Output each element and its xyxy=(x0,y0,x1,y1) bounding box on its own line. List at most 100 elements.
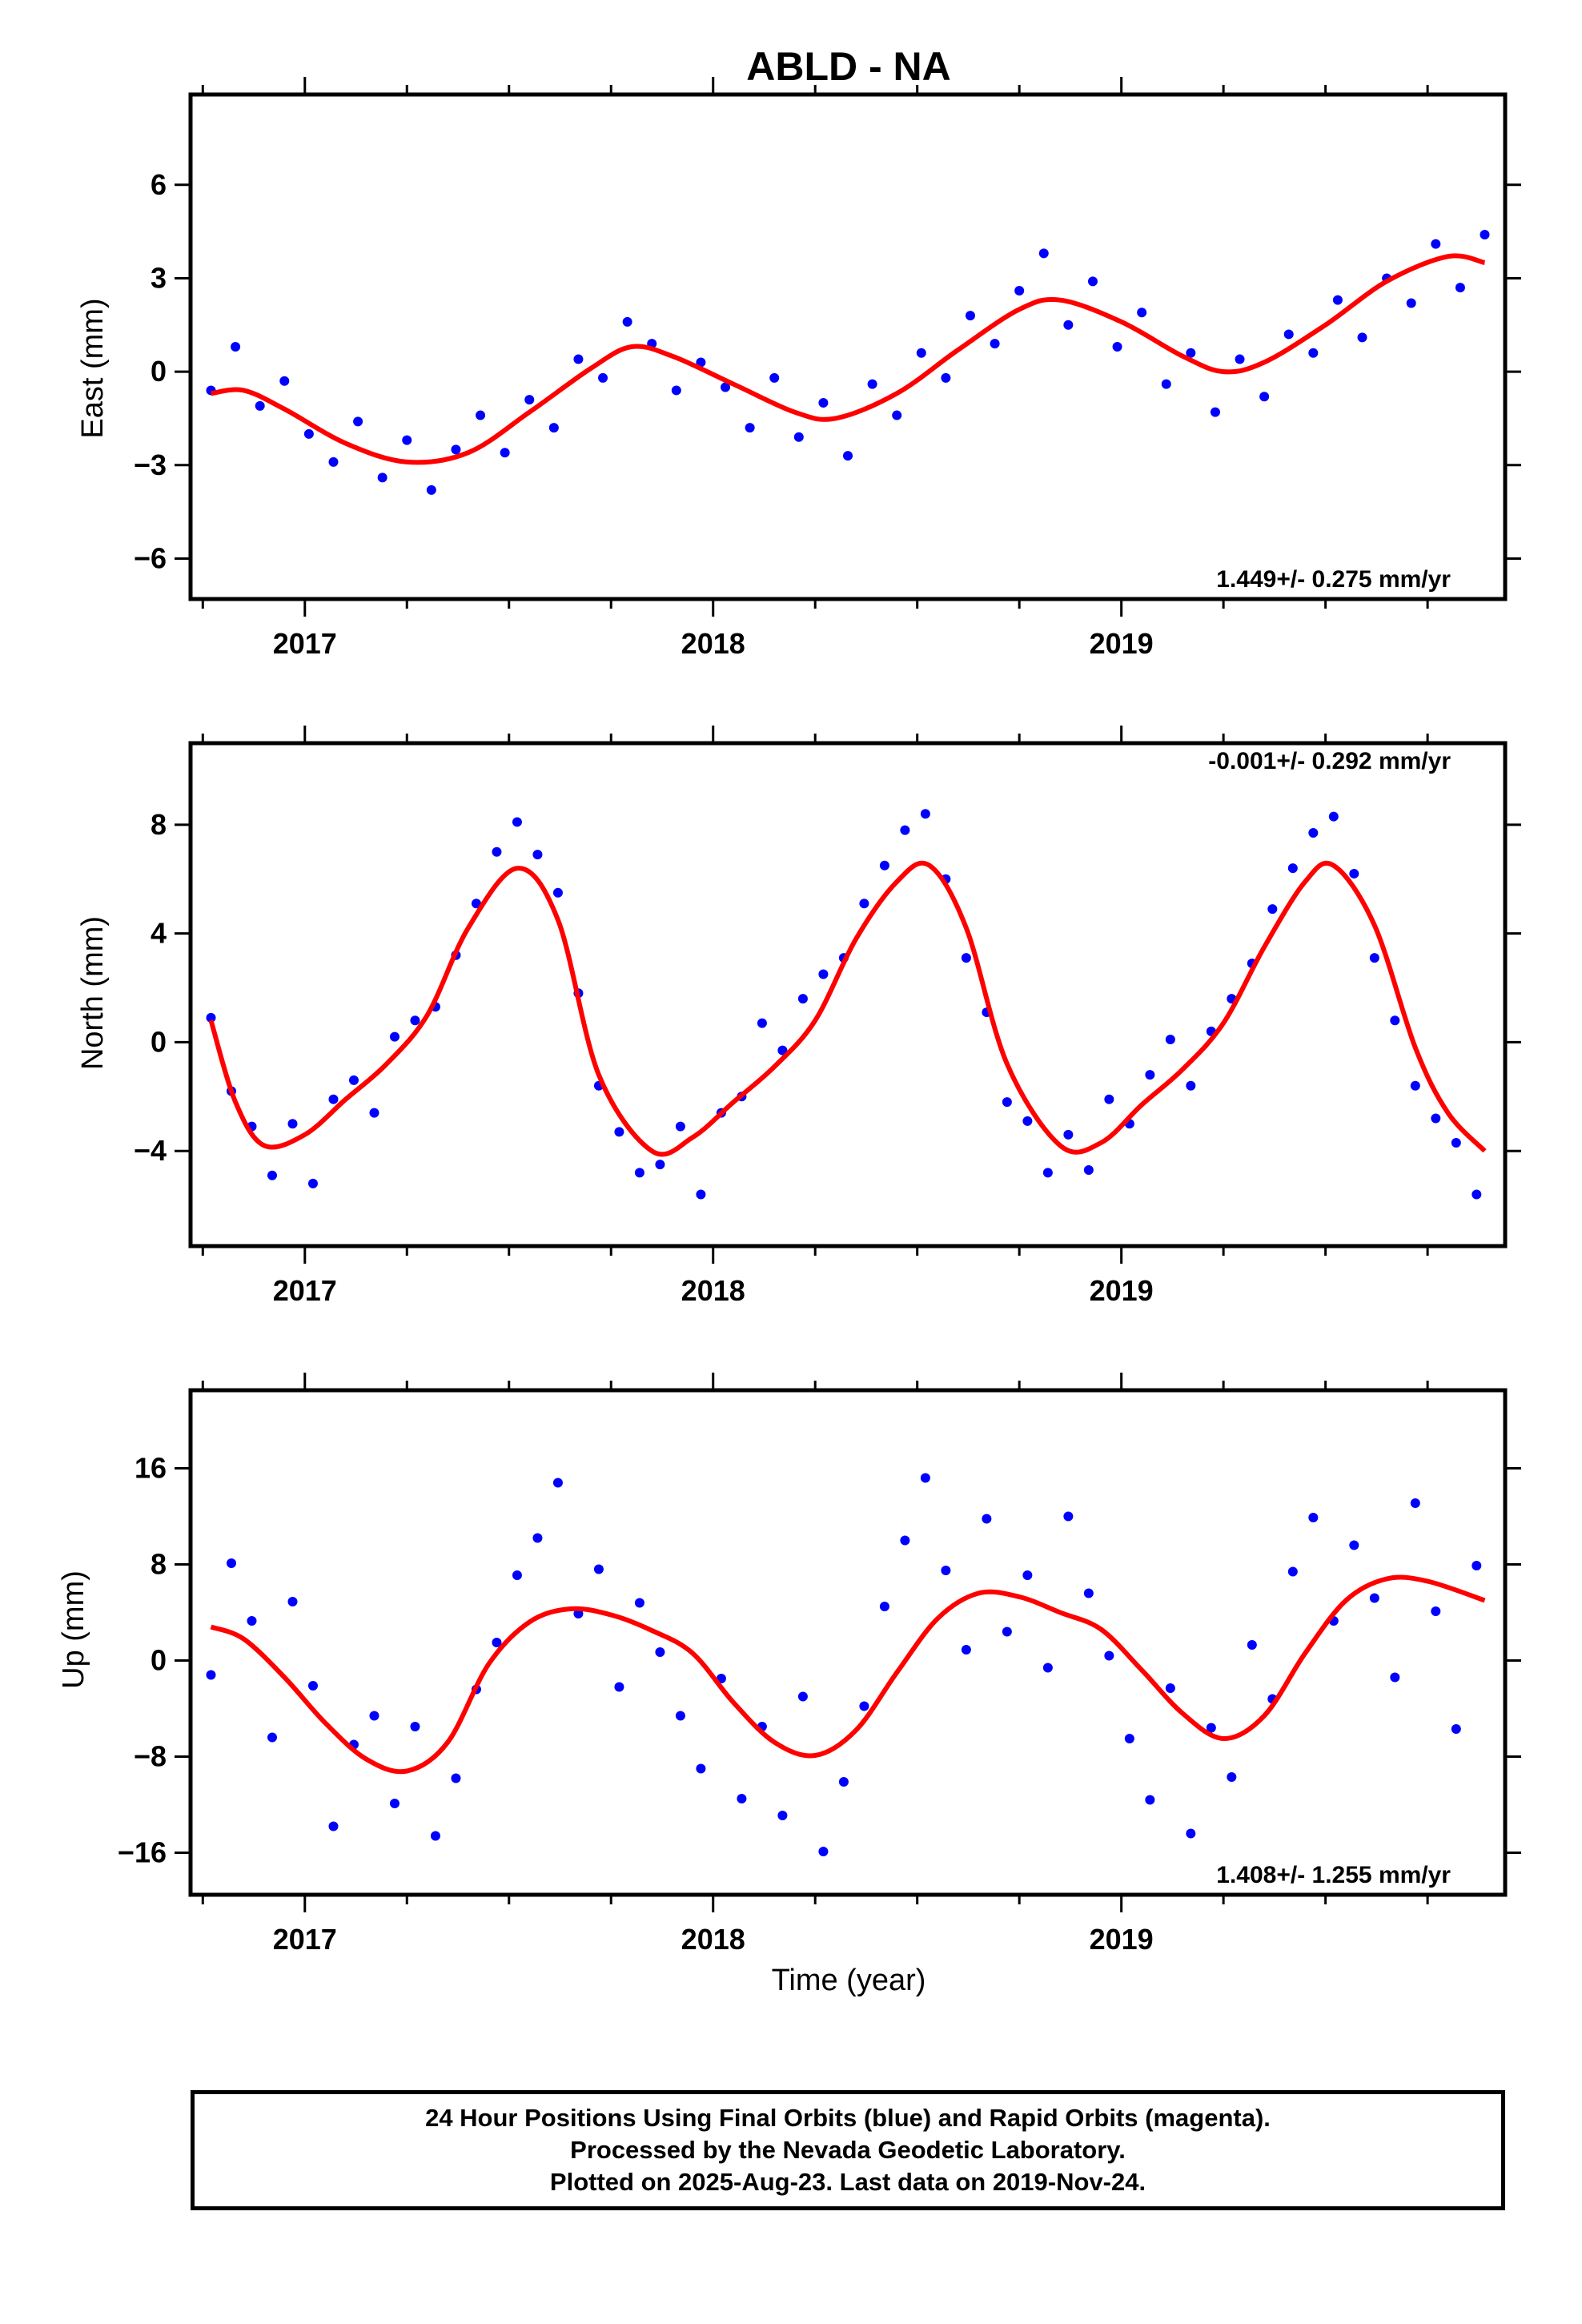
undefined-data-point xyxy=(410,1015,420,1026)
undefined-data-point xyxy=(634,1168,644,1178)
undefined-data-point xyxy=(920,809,930,819)
undefined-data-point xyxy=(982,1514,992,1524)
undefined-data-point xyxy=(1287,1566,1298,1577)
undefined-data-point xyxy=(1014,286,1025,296)
north-panel: North (mm) 2017 2018 2019 −4 0 4 8 -0.001+/- 0.… xyxy=(76,726,1521,1307)
undefined-data-point xyxy=(1042,1663,1053,1673)
undefined-data-point xyxy=(1063,1511,1074,1522)
undefined-data-point xyxy=(655,1160,665,1170)
north-rate-label: -0.001+/- 0.292 mm/yr xyxy=(1208,748,1451,774)
undefined-y-tick-label: −6 xyxy=(134,541,167,574)
undefined-data-point xyxy=(1431,1113,1441,1124)
up-rate-label: 1.408+/- 1.255 mm/yr xyxy=(1216,1862,1451,1888)
undefined-data-point xyxy=(471,899,481,909)
undefined-data-point xyxy=(769,372,780,383)
undefined-data-point xyxy=(859,1701,869,1711)
undefined-x-tick-label: 2019 xyxy=(1090,627,1154,660)
undefined-data-point xyxy=(1451,1138,1461,1148)
undefined-data-point xyxy=(1455,283,1465,293)
undefined-y-tick-label: 16 xyxy=(135,1452,167,1485)
undefined-data-point xyxy=(879,860,889,870)
undefined-data-point xyxy=(1104,1094,1114,1104)
undefined-y-tick-label: 8 xyxy=(151,808,167,841)
undefined-data-point xyxy=(552,1478,563,1488)
undefined-data-point xyxy=(1259,392,1270,402)
undefined-data-point xyxy=(990,339,1000,349)
undefined-data-point xyxy=(492,846,502,857)
undefined-data-point xyxy=(500,448,510,458)
undefined-data-point xyxy=(451,1773,461,1783)
undefined-data-point xyxy=(1165,1683,1175,1693)
undefined-data-point xyxy=(1410,1498,1420,1508)
undefined-data-point xyxy=(1002,1097,1012,1108)
undefined-data-point xyxy=(267,1170,277,1180)
undefined-data-point xyxy=(721,382,731,392)
undefined-fit-curve xyxy=(211,253,1486,465)
undefined-data-point xyxy=(1390,1672,1400,1683)
north-y-axis-label: North (mm) xyxy=(76,916,110,1070)
undefined-data-point xyxy=(696,1763,706,1774)
undefined-data-point xyxy=(206,1670,216,1680)
east-y-axis-label: East (mm) xyxy=(76,298,110,438)
undefined-data-point xyxy=(614,1682,624,1692)
undefined-y-tick-label: −16 xyxy=(118,1836,167,1869)
undefined-data-point xyxy=(279,376,290,386)
undefined-data-point xyxy=(696,1189,706,1200)
undefined-data-point xyxy=(1137,308,1147,318)
undefined-data-point xyxy=(1369,1593,1379,1603)
undefined-data-point xyxy=(900,825,910,835)
undefined-data-point xyxy=(1186,1080,1196,1091)
undefined-data-point xyxy=(348,1075,359,1085)
undefined-data-point xyxy=(1390,1015,1400,1026)
undefined-data-point xyxy=(737,1794,747,1803)
undefined-data-point xyxy=(1083,1588,1094,1598)
undefined-y-tick-label: 6 xyxy=(151,168,167,201)
undefined-x-tick-label: 2019 xyxy=(1090,1923,1154,1956)
undefined-plot-frame xyxy=(188,92,1508,601)
undefined-data-point xyxy=(1357,332,1367,343)
undefined-data-point xyxy=(369,1711,379,1721)
undefined-data-point xyxy=(1124,1734,1134,1743)
undefined-plot-frame xyxy=(188,1388,1508,1897)
undefined-data-point xyxy=(965,311,975,321)
undefined-data-point xyxy=(1083,1164,1094,1175)
undefined-data-point xyxy=(593,1564,604,1574)
chart-title: ABLD - NA xyxy=(746,44,951,89)
undefined-data-point xyxy=(573,354,584,364)
undefined-data-point xyxy=(1451,1724,1461,1734)
undefined-data-point xyxy=(745,423,755,433)
undefined-data-point xyxy=(287,1597,298,1606)
undefined-data-point xyxy=(1161,379,1171,389)
undefined-data-point xyxy=(757,1018,767,1028)
undefined-data-point xyxy=(430,1831,440,1841)
undefined-data-point xyxy=(226,1558,236,1568)
undefined-data-point xyxy=(696,357,706,368)
undefined-data-point xyxy=(353,416,363,427)
undefined-y-tick-label: 8 xyxy=(151,1548,167,1581)
undefined-data-point xyxy=(328,456,339,467)
undefined-data-point xyxy=(573,1609,584,1618)
undefined-x-tick-label: 2018 xyxy=(681,1923,745,1956)
undefined-data-point xyxy=(369,1108,379,1118)
undefined-data-point xyxy=(1472,1189,1482,1200)
undefined-data-point xyxy=(1186,348,1196,358)
undefined-data-point xyxy=(1480,230,1490,239)
undefined-data-point xyxy=(1104,1651,1114,1661)
footer-line-2: Processed by the Nevada Geodetic Laborat… xyxy=(570,2135,1126,2164)
undefined-data-point xyxy=(1287,863,1298,874)
undefined-x-tick-label: 2017 xyxy=(273,1274,337,1307)
undefined-y-tick-label: −4 xyxy=(134,1134,167,1167)
undefined-x-tick-label: 2018 xyxy=(681,1274,745,1307)
undefined-data-point xyxy=(1349,1540,1359,1550)
undefined-data-point xyxy=(614,1127,624,1137)
undefined-data-point xyxy=(328,1094,339,1104)
undefined-data-point xyxy=(307,1178,318,1188)
undefined-data-point xyxy=(793,432,804,442)
undefined-data-point xyxy=(1328,811,1339,822)
footer-line-3: Plotted on 2025-Aug-23. Last data on 201… xyxy=(549,2168,1146,2197)
undefined-data-point xyxy=(675,1121,685,1132)
undefined-data-point xyxy=(1308,348,1319,358)
undefined-data-point xyxy=(1145,1070,1155,1080)
undefined-data-point xyxy=(389,1799,400,1808)
undefined-data-point xyxy=(328,1821,339,1831)
